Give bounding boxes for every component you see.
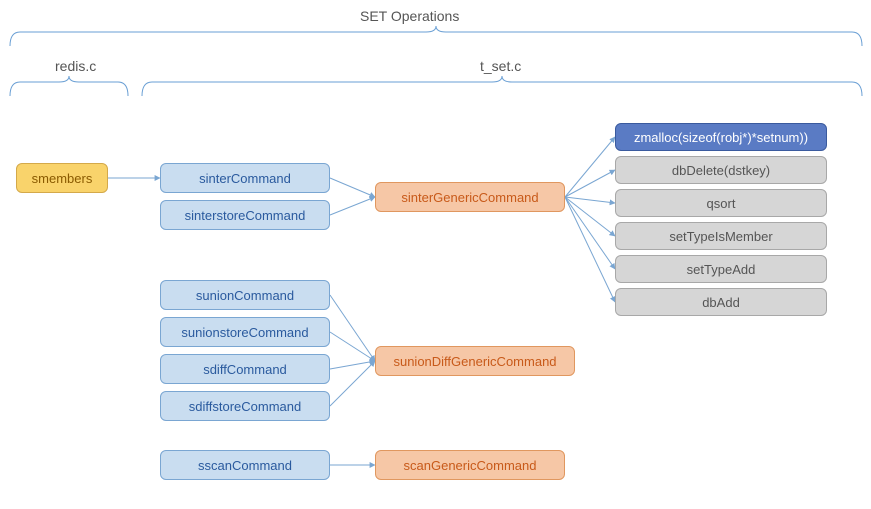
title: SET Operations (360, 8, 459, 24)
node-sinterGenericCommand: sinterGenericCommand (375, 182, 565, 212)
node-sscanCommand: sscanCommand (160, 450, 330, 480)
node-sunionDiffGenericCommand: sunionDiffGenericCommand (375, 346, 575, 376)
section-left: redis.c (55, 58, 96, 74)
node-sunionstoreCommand: sunionstoreCommand (160, 317, 330, 347)
node-dbAdd: dbAdd (615, 288, 827, 316)
node-sdiffstoreCommand: sdiffstoreCommand (160, 391, 330, 421)
node-qsort: qsort (615, 189, 827, 217)
node-smembers: smembers (16, 163, 108, 193)
node-zmalloc: zmalloc(sizeof(robj*)*setnum)) (615, 123, 827, 151)
node-dbDelete: dbDelete(dstkey) (615, 156, 827, 184)
node-sinterstoreCommand: sinterstoreCommand (160, 200, 330, 230)
node-sunionCommand: sunionCommand (160, 280, 330, 310)
node-scanGenericCommand: scanGenericCommand (375, 450, 565, 480)
node-sdiffCommand: sdiffCommand (160, 354, 330, 384)
node-setTypeIsMember: setTypeIsMember (615, 222, 827, 250)
node-setTypeAdd: setTypeAdd (615, 255, 827, 283)
section-right: t_set.c (480, 58, 521, 74)
node-sinterCommand: sinterCommand (160, 163, 330, 193)
